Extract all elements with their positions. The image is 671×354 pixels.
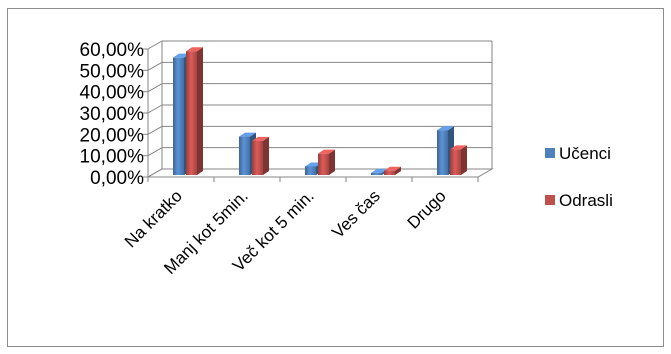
legend: Učenci Odrasli	[545, 144, 613, 210]
bar-top	[305, 162, 322, 167]
gridline-side	[147, 147, 163, 157]
y-tick-label: 10,00%	[80, 147, 145, 168]
bar-odrasli	[450, 145, 467, 175]
gridline-side	[147, 125, 163, 135]
bar-front	[252, 140, 263, 175]
bar-top	[437, 126, 454, 131]
bar-side	[329, 149, 335, 175]
legend-label: Učenci	[559, 144, 611, 163]
bar-front	[239, 136, 250, 175]
bar-top	[371, 168, 388, 173]
bar-front	[384, 170, 395, 175]
gridline-side	[147, 61, 163, 71]
gridline-side	[147, 168, 163, 178]
legend-swatch	[545, 195, 555, 205]
bar-top	[318, 149, 335, 154]
bar-top	[384, 166, 401, 171]
bar-top	[450, 145, 467, 150]
bar-odrasli	[384, 166, 401, 175]
bar-odrasli	[318, 149, 335, 175]
bar-odrasli	[186, 47, 203, 176]
y-tick-label: 20,00%	[80, 125, 145, 146]
bar-front	[371, 172, 382, 175]
gridline-side	[147, 104, 163, 114]
bar-side	[461, 145, 467, 175]
x-category-label: Ves čas	[328, 186, 384, 242]
bar-odrasli	[252, 136, 269, 175]
bar-top	[173, 53, 190, 58]
bar-top	[239, 132, 256, 137]
x-category-label: Na kratko	[121, 186, 186, 251]
y-tick-label: 0,00%	[90, 168, 144, 189]
bars	[173, 47, 467, 176]
bar-front	[450, 149, 461, 175]
bar-front	[305, 166, 316, 175]
bar-front	[318, 153, 329, 175]
bar-side	[197, 47, 203, 176]
y-tick-label: 60,00%	[80, 40, 145, 61]
bar-top	[252, 136, 269, 141]
bar-top	[186, 47, 203, 52]
gridline-side	[147, 83, 163, 93]
gridline-side	[147, 40, 163, 50]
y-tick-label: 40,00%	[80, 83, 145, 104]
legend-label: Odrasli	[559, 191, 613, 210]
bar-side	[395, 166, 401, 175]
x-category-label: Drugo	[404, 186, 450, 232]
legend-swatch	[545, 148, 555, 158]
bar-side	[263, 136, 269, 175]
y-tick-label: 30,00%	[80, 104, 145, 125]
bar-front	[173, 57, 184, 175]
bar-front	[186, 51, 197, 176]
bar-front	[437, 130, 448, 175]
y-tick-label: 50,00%	[80, 61, 145, 82]
